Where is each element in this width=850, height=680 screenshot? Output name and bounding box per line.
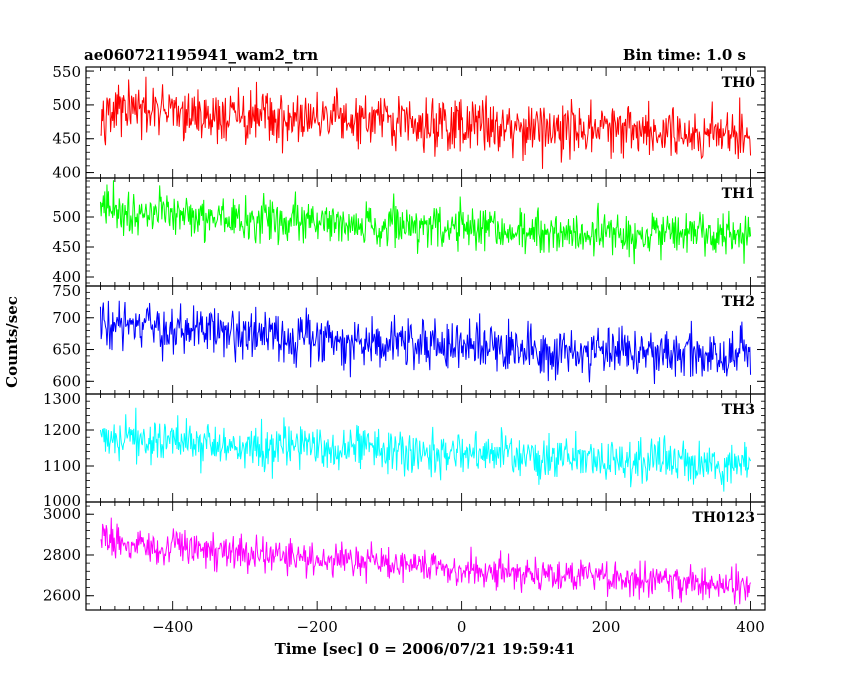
y-tick-label: 600 <box>52 372 81 390</box>
y-tick-label: 750 <box>52 282 81 300</box>
series-th3-line <box>99 407 752 492</box>
x-tick-label: 400 <box>736 618 765 636</box>
panel-th0123: 2600 2800 3000 TH0123 <box>43 501 766 611</box>
series-th2-line <box>99 300 752 384</box>
series-label-th2: TH2 <box>722 294 755 310</box>
y-tick-label: 2600 <box>43 587 81 605</box>
panel-th0: 400 450 500 550 TH0 <box>52 63 766 182</box>
y-tick-label: 500 <box>52 96 81 114</box>
x-axis-label: Time [sec] 0 = 2006/07/21 19:59:41 <box>275 640 576 658</box>
y-tick-label: 400 <box>52 268 81 286</box>
y-tick-label: 500 <box>52 208 81 226</box>
x-tick-label: 0 <box>457 618 467 636</box>
y-tick-label: 3000 <box>43 505 81 523</box>
y-tick-label: 700 <box>52 309 81 327</box>
series-label-th0123: TH0123 <box>692 510 755 526</box>
y-tick-label: 1200 <box>43 421 81 439</box>
chart-title: ae060721195941_wam2_trn <box>84 46 318 64</box>
y-tick-label: 1300 <box>43 390 81 408</box>
series-th0-line <box>100 76 752 169</box>
y-tick-label: 400 <box>52 164 81 182</box>
series-label-th1: TH1 <box>722 186 755 202</box>
y-tick-label: 450 <box>52 130 81 148</box>
panel-th3: 1000 1100 1200 1300 TH3 <box>43 390 766 510</box>
y-axis-label: Counts/sec <box>3 296 21 388</box>
y-tick-label: 1000 <box>43 492 81 510</box>
y-tick-label: 1100 <box>43 457 81 475</box>
x-tick-label: −400 <box>152 618 193 636</box>
series-label-th3: TH3 <box>722 402 755 418</box>
x-tick-label: −200 <box>297 618 338 636</box>
series-th1-line <box>99 180 752 265</box>
x-tick-label: 200 <box>592 618 621 636</box>
y-tick-label: 450 <box>52 238 81 256</box>
panel-th2: 600 650 700 750 TH2 <box>52 282 766 395</box>
bin-time-label: Bin time: 1.0 s <box>623 46 746 64</box>
panels-layer: 400 450 500 550 TH0 400 450 500 TH1 600 650 700 750 T… <box>43 63 766 611</box>
panel-th1: 400 450 500 TH1 <box>52 177 766 287</box>
y-tick-label: 2800 <box>43 546 81 564</box>
x-tick-labels: −400 −200 0 200 400 <box>152 618 765 636</box>
y-tick-label: 550 <box>52 63 81 81</box>
series-th0123-line <box>100 517 751 605</box>
panel-frame <box>85 501 766 611</box>
y-tick-label: 650 <box>52 341 81 359</box>
series-label-th0: TH0 <box>722 75 756 91</box>
